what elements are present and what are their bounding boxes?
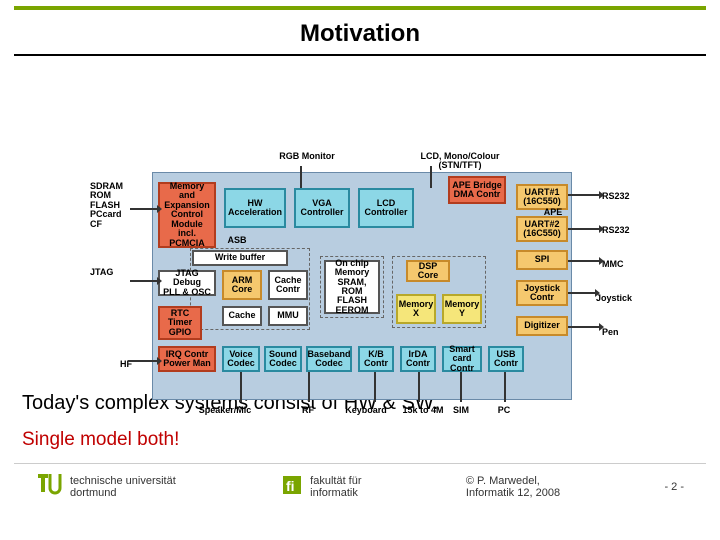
footer-faculty-text: fakultät fürinformatik	[310, 475, 361, 499]
connector-arrow	[568, 326, 600, 328]
connector-stub	[418, 372, 420, 402]
footer-faculty: fi fakultät fürinformatik	[280, 473, 361, 500]
title-divider	[14, 54, 706, 56]
ext-label: MMC	[602, 260, 642, 269]
uart2-block: UART#2(16C550)	[516, 216, 568, 242]
connector-arrow	[130, 208, 158, 210]
ape-label-label: APE	[540, 208, 566, 217]
ext-label: Joystick	[596, 294, 644, 303]
spi-block: SPI	[516, 250, 568, 270]
connector-stub	[374, 372, 376, 402]
ext-label: PC	[494, 406, 514, 415]
vga-block: VGAController	[294, 188, 350, 228]
footer-copyright: © P. Marwedel,Informatik 12, 2008	[466, 475, 560, 499]
ext-label: RGB Monitor	[272, 152, 342, 161]
mem-y-block: MemoryY	[442, 294, 482, 324]
connector-arrow	[130, 280, 158, 282]
usb-block: USBContr	[488, 346, 524, 372]
onchip-mem-block: On chipMemorySRAM,ROMFLASHEEROM	[324, 260, 380, 314]
ext-label: RS232	[602, 226, 642, 235]
ext-label: Keyboard	[336, 406, 396, 415]
soc-diagram: MemoryandExpansionControlModuleincl. PCM…	[0, 66, 720, 376]
tu-logo-icon	[36, 472, 64, 501]
ext-label: Pen	[602, 328, 642, 337]
ext-label: SDRAMROMFLASHPCcardCF	[90, 182, 142, 229]
ape-bridge-block: APE BridgeDMA Contr	[448, 176, 506, 204]
connector-stub	[504, 372, 506, 402]
connector-arrow	[128, 360, 158, 362]
jtag-pll-block: JTAG DebugPLL & OSC	[158, 270, 216, 296]
cache-contr-block: CacheContr	[268, 270, 308, 300]
dsp-block: DSPCore	[406, 260, 450, 282]
footer-university: technische universitätdortmund	[36, 472, 176, 501]
connector-stub	[430, 166, 432, 188]
digitizer-block: Digitizer	[516, 316, 568, 336]
title-wrap: Motivation	[0, 10, 720, 54]
smartcard-block: SmartcardContr	[442, 346, 482, 372]
connector-stub	[240, 372, 242, 402]
ext-label: 15k to 4M	[398, 406, 448, 415]
memory-expansion-block: MemoryandExpansionControlModuleincl. PCM…	[158, 182, 216, 248]
connector-arrow	[568, 228, 600, 230]
footer: technische universitätdortmund fi fakult…	[14, 463, 706, 501]
keyboard-block: K/BContr	[358, 346, 394, 372]
irq-power-block: IRQ ContrPower Man	[158, 346, 216, 372]
joystick-contr-block: JoystickContr	[516, 280, 568, 306]
ext-label: SIM	[448, 406, 474, 415]
ext-label: RF	[298, 406, 318, 415]
connector-stub	[300, 166, 302, 188]
ext-label: RS232	[602, 192, 642, 201]
body-line-2: Single model both!	[22, 429, 698, 451]
fi-logo-icon: fi	[280, 473, 304, 500]
connector-stub	[308, 372, 310, 402]
footer-university-text: technische universitätdortmund	[70, 475, 176, 499]
footer-page: - 2 -	[664, 481, 684, 493]
connector-arrow	[568, 292, 596, 294]
slide-page: Motivation MemoryandExpansionControlModu…	[0, 0, 720, 540]
baseband-block: BasebandCodec	[306, 346, 352, 372]
slide-title: Motivation	[0, 20, 720, 48]
connector-arrow	[568, 194, 600, 196]
asb-label-label: ASB	[222, 236, 252, 245]
svg-text:fi: fi	[286, 478, 295, 494]
write-buffer-block: Write buffer	[192, 250, 288, 266]
hw-accel-block: HWAcceleration	[224, 188, 286, 228]
ext-label: LCD, Mono/Colour (STN/TFT)	[400, 152, 520, 171]
cache-block: Cache	[222, 306, 262, 326]
rtc-block: RTCTimerGPIO	[158, 306, 202, 340]
voice-block: VoiceCodec	[222, 346, 260, 372]
ext-label: JTAG	[90, 268, 142, 277]
mmu-block: MMU	[268, 306, 308, 326]
arm-core-block: ARMCore	[222, 270, 262, 300]
sound-block: SoundCodec	[264, 346, 302, 372]
ext-label: Speaker/Mic	[190, 406, 260, 415]
connector-stub	[460, 372, 462, 402]
lcd-block: LCDController	[358, 188, 414, 228]
irda-block: IrDAContr	[400, 346, 436, 372]
mem-x-block: MemoryX	[396, 294, 436, 324]
connector-arrow	[568, 260, 600, 262]
